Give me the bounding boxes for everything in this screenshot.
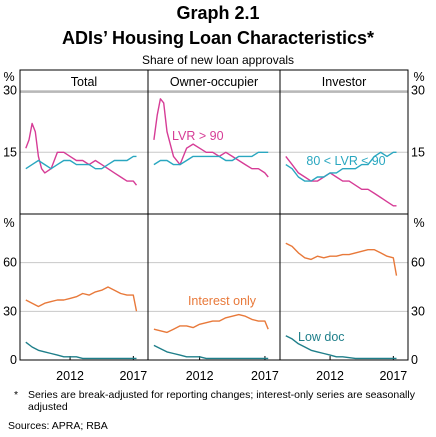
annotation-low-doc: Low doc [298,330,345,344]
bottom-ytick-right: 0 [411,353,418,367]
x-tick-label: 2017 [119,369,147,383]
series-top-investor-lvr-80-90 [285,151,397,182]
top-ylabel-right: % [413,70,424,84]
top-ylabel-left: % [3,70,14,84]
series-top-total-lvr-gt-90 [25,122,138,186]
bottom-ylabel-right: % [413,216,424,230]
annotation-lvr-gt-90: LVR > 90 [172,129,224,143]
annotation-interest-only: Interest only [188,294,257,308]
footnote: * Series are break-adjusted for reportin… [8,389,428,413]
series-top-total-lvr-80-90 [25,155,137,170]
series-top-owner-occupier-lvr-gt-90 [153,98,269,178]
sources: Sources: APRA; RBA [8,420,108,432]
bottom-ytick-right: 30 [411,304,425,318]
chart-frame [19,69,409,361]
top-ytick-left: 30 [3,84,17,98]
top-ytick-left: 15 [3,145,17,159]
bottom-ytick-left: 0 [10,353,17,367]
chart-area: Total Owner-occupier Investor%%% % 15 15 30 30 0… [3,69,425,383]
graph-number: Graph 2.1 [176,3,260,23]
series-bottom-investor-low-doc [285,335,397,360]
x-tick-label: 2017 [379,369,407,383]
panel-title-investor: Investor [322,75,366,89]
bottom-ytick-left: 30 [3,304,17,318]
series-top-owner-occupier-lvr-80-90 [153,151,269,166]
top-ytick-right: 15 [411,145,425,159]
series-top-investor-lvr-gt-90 [285,155,397,207]
annotation-lvr-80-90: 80 < LVR ≤ 90 [306,154,385,168]
x-tick-label: 2012 [186,369,214,383]
series-bottom-total-low-doc [25,341,137,360]
bottom-ytick-right: 60 [411,256,425,270]
x-tick-label: 2012 [56,369,84,383]
x-tick-label: 2017 [251,369,279,383]
top-ytick-right: 30 [411,84,425,98]
series-bottom-investor-interest-only [285,242,398,276]
panel-title-owner-occupier: Owner-occupier [170,75,258,89]
footnote-text: Series are break-adjusted for reporting … [28,389,415,413]
chart-subtitle: Share of new loan approvals [141,53,295,67]
bottom-ylabel-left: % [3,216,14,230]
series-bottom-owner-occupier-interest-only [153,313,269,334]
bottom-ytick-left: 60 [3,256,17,270]
footnote-marker: * [14,389,19,401]
panel-title-total: Total [71,75,97,89]
chart-title: ADIs’ Housing Loan Characteristics* [61,28,375,48]
series-bottom-owner-occupier-low-doc [153,344,269,360]
x-tick-label: 2012 [316,369,344,383]
series-bottom-total-interest-only [25,286,138,312]
